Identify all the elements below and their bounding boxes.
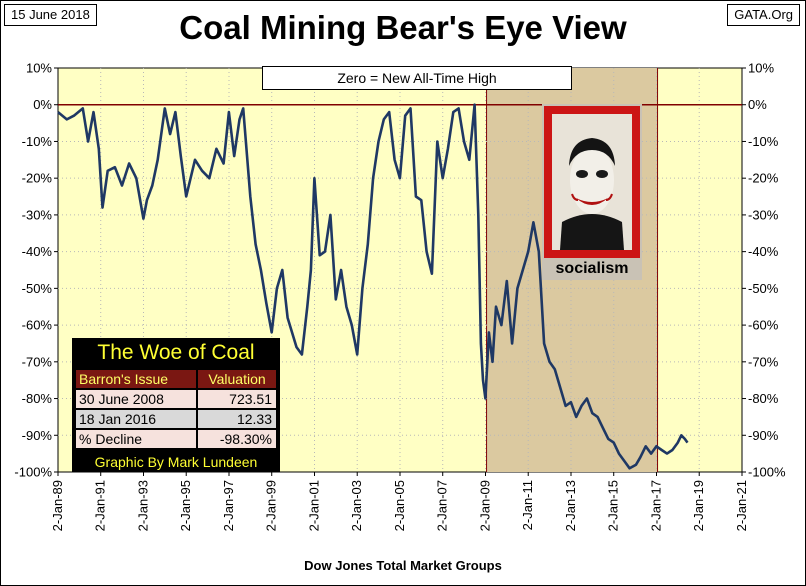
x-tick-label: 2-Jan-13: [563, 480, 578, 531]
woe-row-label: 18 Jan 2016: [76, 410, 196, 428]
y-tick-label-right: -60%: [748, 318, 779, 333]
woe-header-issue: Barron's Issue: [76, 370, 196, 388]
woe-table-credit: Graphic By Mark Lundeen: [94, 454, 258, 470]
woe-row-value: 723.51: [198, 390, 276, 408]
woe-table-row: % Decline -98.30%: [76, 430, 276, 448]
y-tick-label-left: -30%: [22, 207, 53, 222]
x-tick-label: 2-Jan-95: [178, 480, 193, 531]
woe-row-value: 12.33: [198, 410, 276, 428]
date-label: 15 June 2018: [4, 4, 97, 26]
y-tick-label-left: -60%: [22, 318, 53, 333]
y-tick-label-right: -10%: [748, 134, 779, 149]
y-tick-label-left: -40%: [22, 244, 53, 259]
y-tick-label-left: -50%: [22, 281, 53, 296]
source-label: GATA.Org: [727, 4, 800, 26]
x-tick-label: 2-Jan-19: [691, 480, 706, 531]
x-tick-label: 2-Jan-09: [478, 480, 493, 531]
poster-frame: [544, 106, 640, 258]
y-tick-label-left: -90%: [22, 428, 53, 443]
annotation-box: Zero = New All-Time High: [262, 66, 572, 90]
x-tick-label: 2-Jan-15: [606, 480, 621, 531]
x-tick-label: 2-Jan-17: [649, 480, 664, 531]
y-tick-label-left: -10%: [22, 134, 53, 149]
woe-table-row: 18 Jan 2016 12.33: [76, 410, 276, 428]
x-tick-label: 2-Jan-97: [221, 480, 236, 531]
y-tick-label-right: -80%: [748, 391, 779, 406]
joker-face-icon: [552, 114, 632, 250]
y-tick-label-left: -100%: [14, 465, 52, 480]
poster-caption: socialism: [555, 260, 629, 277]
y-tick-label-right: 10%: [748, 61, 774, 76]
x-tick-label: 2-Jan-91: [93, 480, 108, 531]
y-tick-label-right: -40%: [748, 244, 779, 259]
woe-table-header: Barron's Issue Valuation: [76, 370, 276, 388]
chart-title: Coal Mining Bear's Eye View: [179, 9, 627, 46]
x-tick-label: 2-Jan-11: [520, 480, 535, 530]
y-tick-label-right: -70%: [748, 354, 779, 369]
series-line: [57, 103, 689, 470]
x-tick-label: 2-Jan-07: [435, 480, 450, 531]
woe-row-value: -98.30%: [198, 430, 276, 448]
y-tick-label-left: -20%: [22, 171, 53, 186]
woe-row-label: 30 June 2008: [76, 390, 196, 408]
y-tick-label-right: -30%: [748, 207, 779, 222]
woe-table-row: 30 June 2008 723.51: [76, 390, 276, 408]
y-tick-label-right: -20%: [748, 171, 779, 186]
y-tick-label-left: 10%: [26, 61, 52, 76]
y-tick-label-right: -90%: [748, 428, 779, 443]
y-tick-label-left: -80%: [22, 391, 53, 406]
woe-table-title: The Woe of Coal: [97, 341, 255, 364]
x-tick-label: 2-Jan-93: [136, 480, 151, 531]
y-tick-label-right: -100%: [748, 465, 786, 480]
x-tick-label: 2-Jan-21: [734, 480, 749, 531]
x-tick-label: 2-Jan-05: [392, 480, 407, 531]
x-tick-label: 2-Jan-99: [264, 480, 279, 531]
woe-row-label: % Decline: [76, 430, 196, 448]
x-axis-label: Dow Jones Total Market Groups: [304, 558, 502, 573]
y-tick-label-left: 0%: [33, 97, 52, 112]
woe-header-valuation: Valuation: [198, 370, 276, 388]
x-tick-label: 2-Jan-03: [349, 480, 364, 531]
x-tick-label: 2-Jan-01: [307, 480, 322, 531]
y-tick-label-right: -50%: [748, 281, 779, 296]
y-tick-label-left: -70%: [22, 354, 53, 369]
x-tick-label: 2-Jan-89: [50, 480, 65, 531]
y-tick-label-right: 0%: [748, 97, 767, 112]
woe-table: The Woe of Coal Barron's Issue Valuation…: [72, 338, 280, 472]
poster-image: socialism: [542, 104, 642, 280]
